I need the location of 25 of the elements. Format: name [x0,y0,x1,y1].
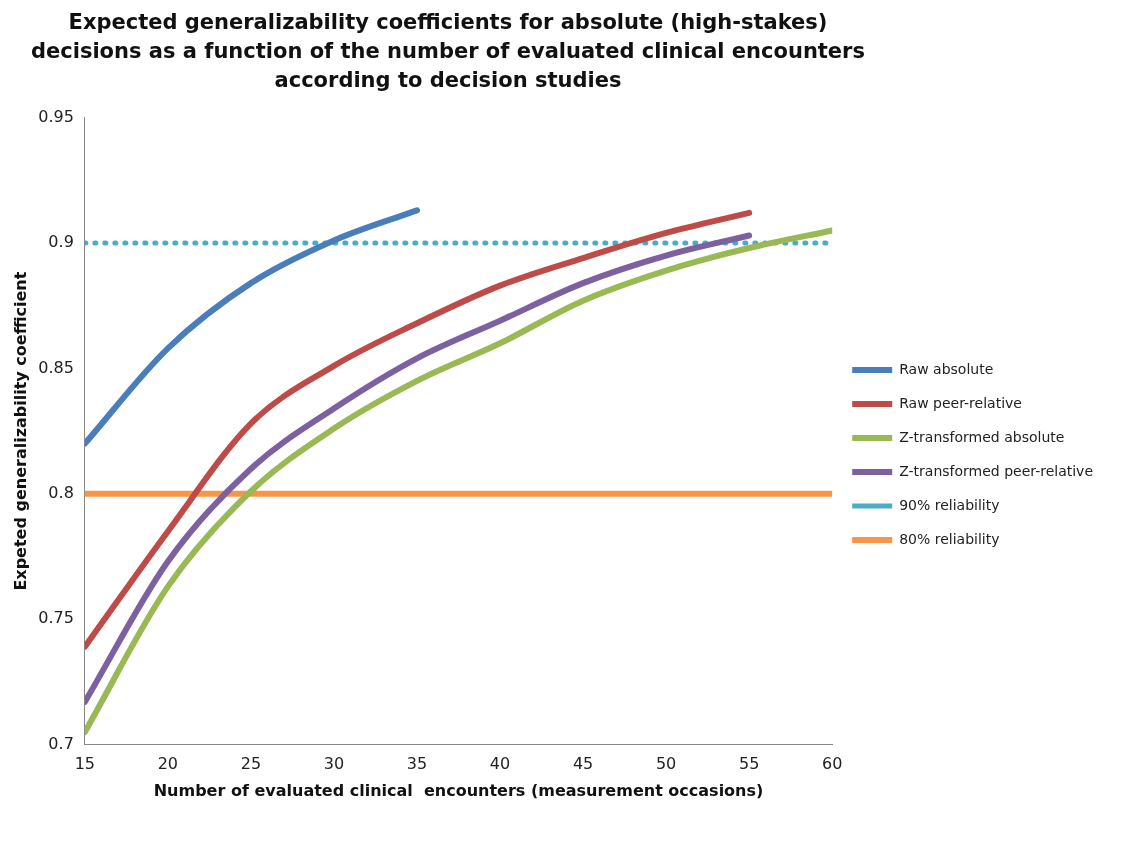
x-tick-label: 35 [406,754,428,774]
x-tick-label: 55 [738,754,760,774]
legend-label: Z-transformed absolute [899,428,1065,445]
y-tick-label: 0.7 [48,733,74,753]
y-tick-label: 0.8 [48,482,74,502]
y-tick-label: 0.85 [38,357,74,377]
legend-label: Z-transformed peer-relative [899,462,1093,479]
legend-label: Raw absolute [899,360,994,377]
x-tick-label: 15 [74,754,95,774]
legend-label: Raw peer-relative [899,394,1022,411]
x-tick-label: 25 [240,754,262,774]
y-tick-label: 0.75 [38,608,74,628]
legend-label: 90% reliability [899,496,1000,513]
x-tick-label: 40 [489,754,511,774]
chart-title: Expected generalizability coefficients for absolute (high-stakes) decisions as a function of the number of evaluated clinical encounters according to decision studies [30,9,866,94]
y-tick-label: 0.9 [48,232,74,252]
y-tick-label: 0.95 [38,106,74,126]
x-tick-label: 60 [822,754,843,774]
x-tick-label: 20 [157,754,179,774]
x-tick-label: 50 [655,754,677,774]
y-axis-title: Expeted generalizability coefficient [10,271,30,591]
x-tick-label: 45 [572,754,594,774]
x-tick-label: 30 [323,754,345,774]
legend-label: 80% reliability [899,530,1000,547]
x-axis-title: Number of evaluated clinical encounters (measurement occasions) [153,780,764,800]
